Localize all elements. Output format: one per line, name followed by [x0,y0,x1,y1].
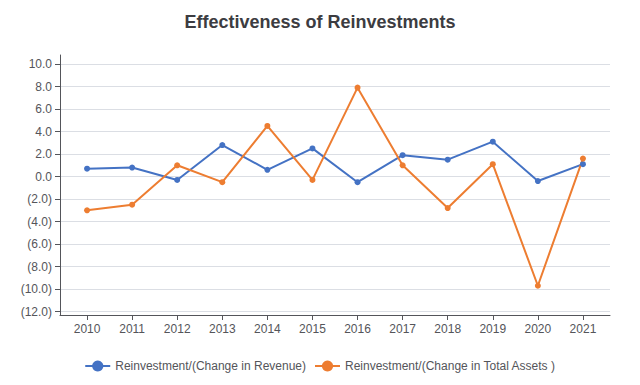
svg-text:2011: 2011 [119,322,145,336]
svg-text:2015: 2015 [299,322,326,336]
svg-text:6.0: 6.0 [35,102,52,116]
svg-text:(10.0): (10.0) [21,282,52,296]
svg-text:10.0: 10.0 [29,57,53,71]
svg-text:2019: 2019 [479,322,506,336]
svg-text:(2.0): (2.0) [27,192,52,206]
svg-text:Effectiveness of Reinvestments: Effectiveness of Reinvestments [184,12,455,32]
svg-text:2.0: 2.0 [35,147,52,161]
svg-text:4.0: 4.0 [35,125,52,139]
svg-text:2013: 2013 [209,322,236,336]
svg-text:2017: 2017 [389,322,416,336]
svg-text:Reinvestment/(Change in Total: Reinvestment/(Change in Total Assets ) [345,359,555,373]
svg-text:(8.0): (8.0) [27,260,52,274]
svg-text:2010: 2010 [74,322,101,336]
svg-text:0.0: 0.0 [35,170,52,184]
svg-text:(4.0): (4.0) [27,215,52,229]
svg-text:(6.0): (6.0) [27,237,52,251]
svg-text:(12.0): (12.0) [21,305,52,319]
svg-text:2016: 2016 [344,322,371,336]
svg-text:2018: 2018 [434,322,461,336]
svg-text:2020: 2020 [525,322,552,336]
svg-text:8.0: 8.0 [35,80,52,94]
svg-text:2014: 2014 [254,322,281,336]
svg-text:Reinvestment/(Change in Revenu: Reinvestment/(Change in Revenue) [115,359,306,373]
svg-text:2021: 2021 [570,322,597,336]
svg-text:2012: 2012 [164,322,191,336]
